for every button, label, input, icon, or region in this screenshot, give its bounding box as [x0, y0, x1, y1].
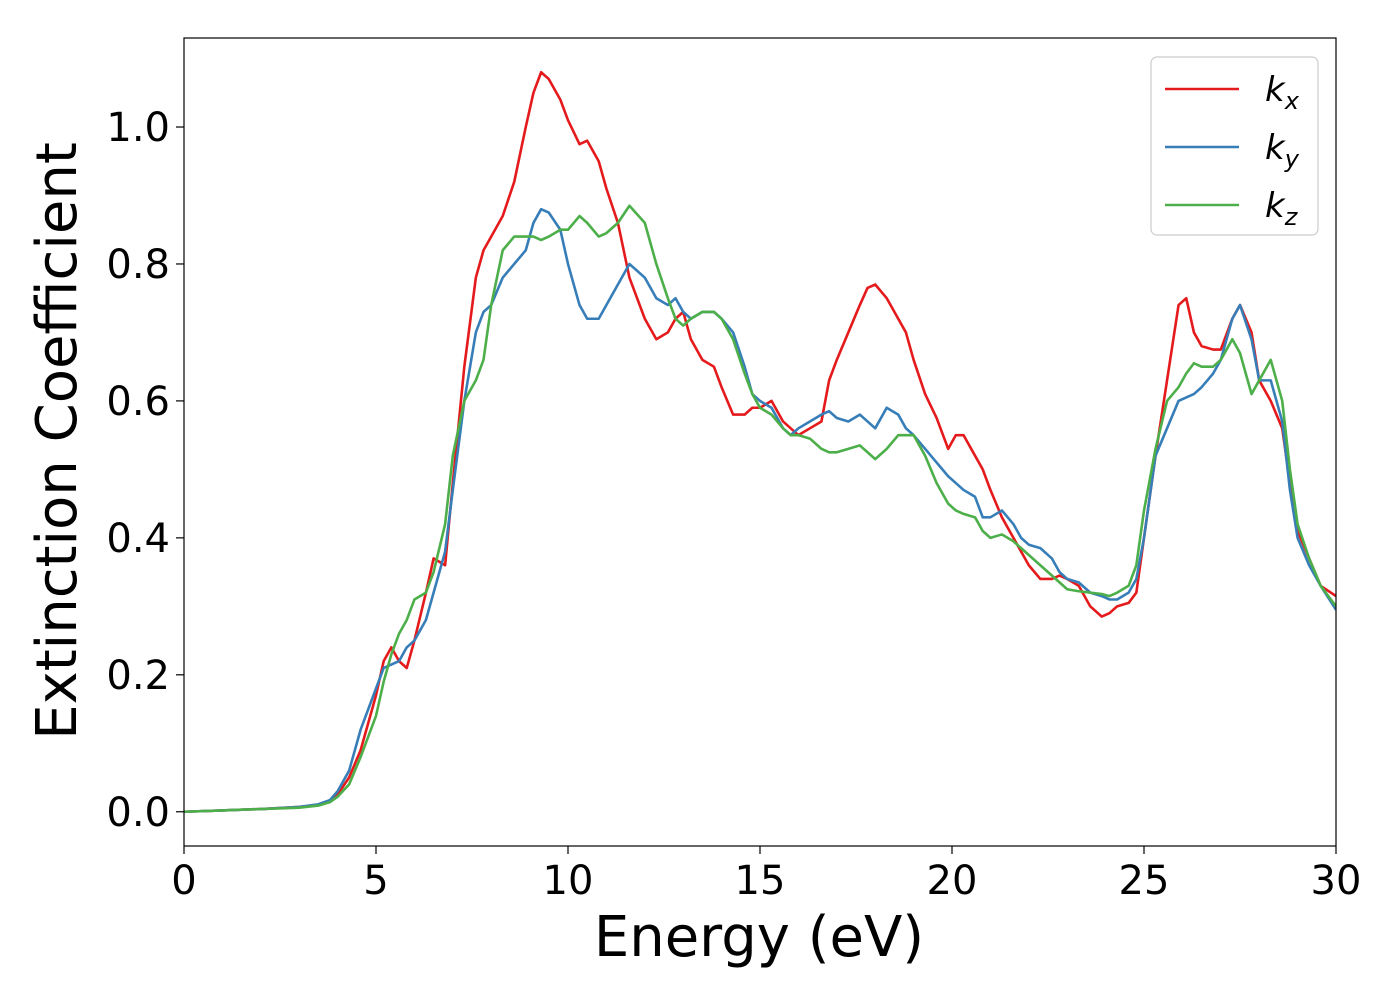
series-line-ky: [184, 207, 1336, 814]
y-tick-label: 1.0: [106, 105, 170, 151]
legend: kx ky kz: [1150, 56, 1319, 236]
x-tick-label: 0: [171, 858, 196, 904]
y-tick-label: 0.2: [106, 653, 170, 699]
y-axis-ticks: 0.0 0.2 0.4 0.6 0.8 1.0: [106, 105, 184, 836]
legend-item-kz: kz: [1165, 186, 1299, 231]
legend-label: ky: [1265, 128, 1300, 173]
series-line-kz: [184, 204, 1336, 814]
x-tick-label: 10: [543, 858, 594, 904]
x-axis-title: Energy (eV): [594, 905, 924, 970]
x-tick-label: 20: [927, 858, 978, 904]
y-tick-label: 0.4: [106, 516, 170, 562]
y-tick-label: 0.0: [106, 790, 170, 836]
x-tick-label: 15: [735, 858, 786, 904]
legend-item-kx: kx: [1165, 70, 1300, 115]
y-axis-title: Extinction Coefficient: [25, 142, 90, 740]
x-tick-label: 30: [1311, 858, 1362, 904]
legend-label: kz: [1265, 186, 1299, 231]
legend-item-ky: ky: [1165, 128, 1300, 173]
series-layer: [184, 70, 1336, 814]
y-tick-label: 0.8: [106, 242, 170, 288]
x-tick-label: 25: [1119, 858, 1170, 904]
x-tick-label: 5: [363, 858, 388, 904]
y-tick-label: 0.6: [106, 379, 170, 425]
legend-label: kx: [1265, 70, 1300, 115]
x-axis-ticks: 0 5 10 15 20 25 30: [171, 846, 1361, 904]
